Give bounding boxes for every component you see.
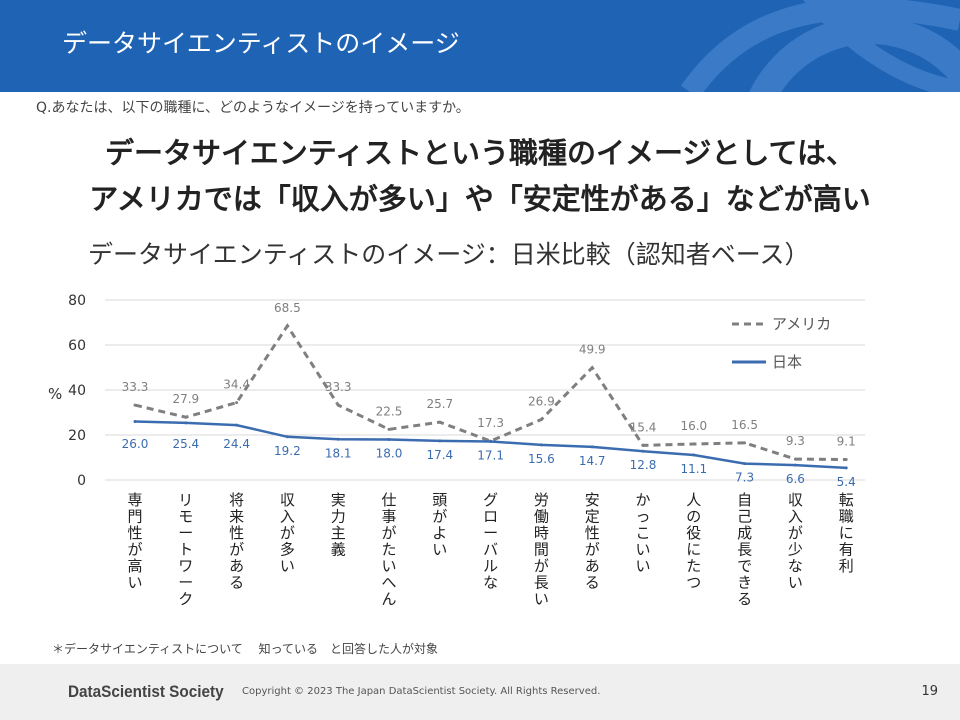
page-number: 19 (921, 684, 938, 699)
data-label: 25.4 (172, 437, 199, 451)
data-label: 5.4 (837, 475, 856, 489)
data-point (235, 423, 239, 427)
data-label: 25.7 (426, 397, 453, 411)
data-label: 15.6 (528, 452, 555, 466)
data-label: 16.0 (680, 419, 707, 433)
data-label: 68.5 (274, 301, 301, 315)
data-point (235, 401, 239, 405)
x-tick-label: 実力主義 (331, 491, 346, 559)
data-label: 27.9 (172, 392, 199, 406)
header-banner: データサイエンティストのイメージ (0, 0, 960, 92)
brand-logo-text: DataScientist Society (68, 682, 224, 701)
data-label: 15.4 (630, 420, 657, 434)
data-label: 17.1 (477, 449, 504, 463)
page-title: データサイエンティストのイメージ (62, 29, 460, 58)
data-label: 12.8 (630, 458, 657, 472)
legend-label: 日本 (772, 353, 802, 371)
data-label: 7.3 (735, 471, 754, 485)
data-label: 16.5 (731, 418, 758, 432)
data-label: 14.7 (579, 454, 606, 468)
data-point (539, 417, 543, 421)
data-label: 34.4 (223, 378, 250, 392)
x-tick-label: 専門性が高い (127, 491, 142, 592)
data-label: 26.0 (122, 437, 149, 451)
data-point (844, 458, 848, 462)
data-point (438, 439, 442, 443)
data-point (489, 440, 493, 444)
data-point (387, 427, 391, 431)
data-point (793, 463, 797, 467)
x-tick-label: グローバルな (483, 491, 498, 592)
data-point (133, 420, 137, 423)
data-label: 17.4 (426, 448, 453, 462)
headline-line-2: アメリカでは「収入が多い」や「安定性がある」などが高い (89, 182, 871, 216)
data-label: 19.2 (274, 444, 301, 458)
data-point (590, 445, 594, 449)
data-point (387, 438, 391, 441)
line-chart: 0 20 40 60 80% 33.3 27.9 34.4 68.5 33.3 22.5 25.7 17… (48, 293, 865, 608)
y-axis-label: % (48, 385, 62, 403)
x-tick-label: 労働時間が長い (534, 491, 549, 608)
data-point (743, 441, 747, 445)
data-point (285, 324, 289, 328)
x-tick-label: 頭がよい (432, 491, 447, 559)
x-tick-label: 人の役にたつ (686, 491, 701, 592)
data-point (743, 462, 747, 466)
data-label: 22.5 (376, 404, 403, 418)
data-label: 33.3 (122, 380, 149, 394)
data-point (184, 415, 188, 419)
data-point (285, 435, 289, 439)
x-tick-label: 自己成長できる (737, 491, 752, 608)
data-label: 17.3 (477, 416, 504, 430)
data-point (641, 443, 645, 447)
y-tick-label: 20 (68, 428, 86, 444)
data-label: 26.9 (528, 394, 555, 408)
y-tick-label: 0 (77, 473, 86, 489)
y-tick-label: 40 (68, 383, 86, 399)
chart-title: データサイエンティストのイメージ：日米比較（認知者ベース） (88, 240, 810, 269)
y-tick-label: 60 (68, 338, 86, 354)
data-label: 49.9 (579, 343, 606, 357)
data-point (133, 403, 137, 407)
data-point (692, 453, 696, 457)
x-tick-label: 収入が多い (280, 491, 295, 575)
survey-question: Q.あなたは、以下の職種に、どのようなイメージを持っていますか。 (36, 100, 470, 116)
data-label: 6.6 (786, 472, 805, 486)
data-point (539, 443, 543, 447)
data-point (336, 403, 340, 407)
x-tick-label: かっこいい (635, 491, 650, 575)
data-label: 9.3 (786, 434, 805, 448)
data-point (692, 442, 696, 446)
x-tick-label: 転職に有利 (839, 491, 854, 575)
data-point (184, 421, 188, 425)
data-point (793, 457, 797, 461)
data-label: 24.4 (223, 437, 250, 451)
data-label: 18.0 (376, 447, 403, 461)
data-point (844, 466, 848, 470)
x-tick-label: 収入が少ない (788, 491, 803, 592)
headline-line-1: データサイエンティストという職種のイメージとしては、 (105, 136, 855, 170)
x-tick-label: 将来性がある (229, 491, 244, 592)
decorative-graphic (680, 0, 960, 92)
data-point (336, 437, 340, 441)
y-tick-label: 80 (68, 293, 86, 309)
data-point (641, 449, 645, 453)
x-tick-label: 安定性がある (585, 491, 600, 592)
data-point (590, 366, 594, 370)
legend-label: アメリカ (772, 315, 831, 333)
footnote: ＊データサイエンティストについて 知っている と回答した人が対象 (52, 642, 439, 656)
copyright-text: Copyright © 2023 The Japan DataScientist… (242, 686, 601, 697)
footer: DataScientist Society Copyright © 2023 T… (0, 664, 960, 720)
x-tick-label: 仕事がたいへん (381, 491, 396, 608)
x-tick-label: リモートワーク (178, 491, 193, 608)
data-label: 18.1 (325, 446, 352, 460)
data-point (438, 420, 442, 424)
data-label: 33.3 (325, 380, 352, 394)
data-label: 9.1 (837, 435, 856, 449)
series-line-usa (134, 323, 847, 462)
data-label: 11.1 (680, 462, 707, 476)
